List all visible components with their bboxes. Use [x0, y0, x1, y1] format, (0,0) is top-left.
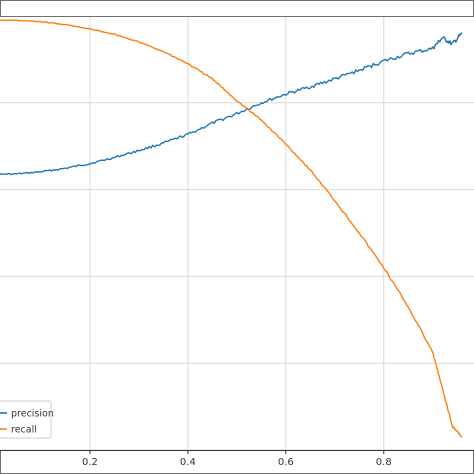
x-axis: 0.2 0.4 0.6 0.8 — [82, 450, 392, 468]
legend: precision recall — [0, 400, 54, 439]
legend-box — [0, 400, 52, 439]
series-line-recall — [0, 19, 463, 438]
x-tick-label: 0.4 — [180, 457, 196, 468]
x-tick-label: 0.2 — [82, 457, 98, 468]
series-line-precision — [0, 32, 463, 176]
legend-label-recall: recall — [11, 425, 37, 436]
x-tick-label: 0.6 — [278, 457, 294, 468]
legend-label-precision: precision — [11, 409, 54, 420]
plot-area — [0, 16, 474, 450]
grid — [0, 16, 474, 451]
series-layer — [0, 19, 463, 438]
x-tick-label: 0.8 — [376, 457, 392, 468]
